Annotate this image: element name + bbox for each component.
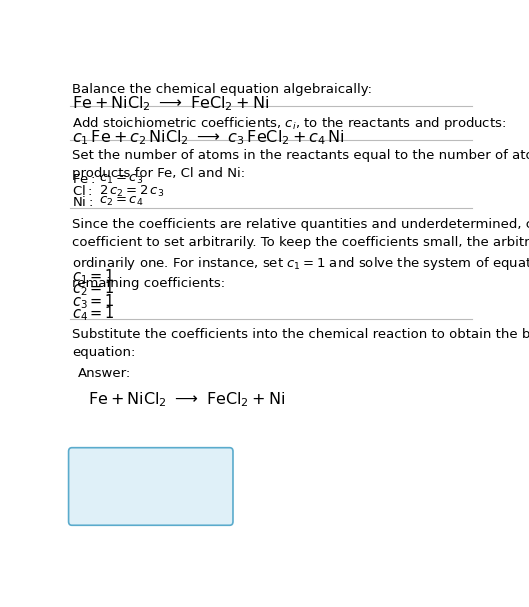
Text: $\mathrm{Fe + NiCl_2\ \longrightarrow\ FeCl_2 + Ni}$: $\mathrm{Fe + NiCl_2\ \longrightarrow\ F…: [88, 391, 285, 409]
Text: $\mathrm{Fe + NiCl_2 \ \longrightarrow \ FeCl_2 + Ni}$: $\mathrm{Fe + NiCl_2 \ \longrightarrow \…: [72, 94, 269, 112]
Text: $\mathrm{Fe:}$: $\mathrm{Fe:}$: [72, 174, 96, 186]
Text: $c_2 = c_4$: $c_2 = c_4$: [99, 195, 143, 208]
Text: Answer:: Answer:: [78, 367, 131, 381]
Text: $\mathrm{Cl:}$: $\mathrm{Cl:}$: [72, 184, 93, 198]
Text: $\mathrm{Ni:}$: $\mathrm{Ni:}$: [72, 195, 93, 209]
Text: $c_1 = 1$: $c_1 = 1$: [72, 267, 115, 285]
FancyBboxPatch shape: [69, 448, 233, 525]
Text: $c_3 = 1$: $c_3 = 1$: [72, 292, 115, 311]
Text: Balance the chemical equation algebraically:: Balance the chemical equation algebraica…: [72, 83, 372, 96]
Text: Set the number of atoms in the reactants equal to the number of atoms in the
pro: Set the number of atoms in the reactants…: [72, 149, 529, 180]
Text: $c_4 = 1$: $c_4 = 1$: [72, 305, 115, 324]
Text: Substitute the coefficients into the chemical reaction to obtain the balanced
eq: Substitute the coefficients into the che…: [72, 328, 529, 359]
Text: $c_1\,\mathrm{Fe} + c_2\,\mathrm{NiCl_2}\ \longrightarrow\ c_3\,\mathrm{FeCl_2} : $c_1\,\mathrm{Fe} + c_2\,\mathrm{NiCl_2}…: [72, 128, 345, 147]
Text: Add stoichiometric coefficients, $c_i$, to the reactants and products:: Add stoichiometric coefficients, $c_i$, …: [72, 115, 506, 132]
Text: $2\,c_2 = 2\,c_3$: $2\,c_2 = 2\,c_3$: [99, 184, 165, 199]
Text: Since the coefficients are relative quantities and underdetermined, choose a
coe: Since the coefficients are relative quan…: [72, 218, 529, 290]
Text: $c_1 = c_3$: $c_1 = c_3$: [99, 174, 143, 186]
Text: $c_2 = 1$: $c_2 = 1$: [72, 279, 115, 298]
